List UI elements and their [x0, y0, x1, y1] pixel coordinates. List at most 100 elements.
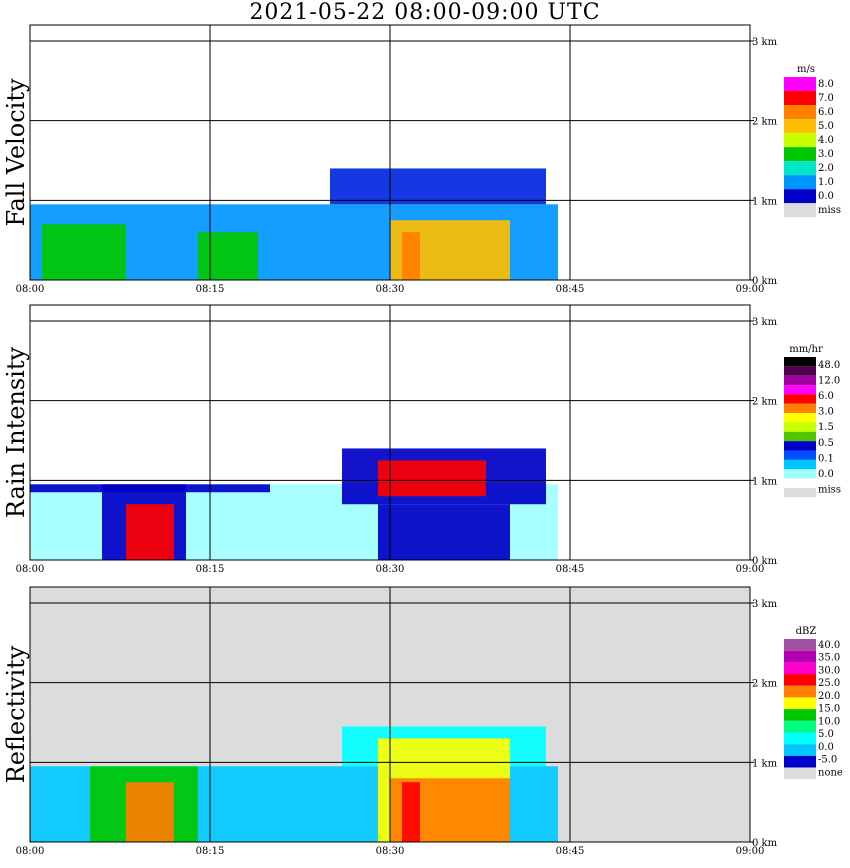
legend-swatch	[784, 469, 816, 479]
echo-lower-core-2	[378, 504, 510, 560]
legend-swatch	[784, 147, 816, 162]
x-tick-label: 08:45	[556, 846, 585, 857]
legend-swatch	[784, 203, 816, 218]
legend-label: miss	[818, 485, 841, 496]
y-tick-label: 1 km	[752, 758, 778, 769]
legend-label: 4.0	[818, 135, 834, 146]
x-tick-label: 08:00	[16, 846, 45, 857]
echo-green-core-2	[198, 232, 258, 280]
y-tick-label: 3 km	[752, 599, 778, 610]
legend-label: 10.0	[818, 716, 840, 727]
x-tick-label: 08:45	[556, 564, 585, 575]
echo-upper-echo	[330, 168, 546, 205]
x-tick-label: 09:00	[736, 846, 765, 857]
legend-label: 7.0	[818, 93, 834, 104]
legend-label: 1.5	[818, 422, 834, 433]
x-tick-label: 08:30	[376, 284, 405, 295]
legend-swatch	[784, 732, 816, 745]
x-tick-label: 08:00	[16, 284, 45, 295]
legend-swatch	[784, 441, 816, 451]
echo-upper-core-hot	[378, 460, 486, 497]
panel-label-1: Fall Velocity	[2, 78, 30, 227]
x-tick-label: 08:30	[376, 564, 405, 575]
legend-swatch	[784, 77, 816, 92]
legend-swatch	[784, 720, 816, 733]
legend-label: 15.0	[818, 704, 840, 715]
legend-label: 5.0	[818, 121, 834, 132]
legend-swatch	[784, 133, 816, 148]
y-tick-label: 3 km	[752, 317, 778, 328]
y-tick-label: 2 km	[752, 117, 778, 128]
panel-frame-1	[29, 24, 751, 281]
legend-swatch	[784, 450, 816, 460]
panel-frame-3	[29, 586, 751, 843]
echo-orange-core	[402, 232, 420, 280]
legend-swatch	[784, 639, 816, 651]
legend-swatch	[784, 674, 816, 686]
legend-label: 0.1	[818, 453, 834, 464]
legend-label: none	[818, 767, 843, 778]
legend-label: 2.0	[818, 163, 834, 174]
legend-label: miss	[818, 205, 841, 216]
legend-label: 40.0	[818, 640, 840, 651]
legend-label: 20.0	[818, 691, 840, 702]
legend-label: 0.0	[818, 191, 834, 202]
legend-label: 3.0	[818, 149, 834, 160]
legend-swatch	[784, 755, 816, 768]
legend-swatch	[784, 662, 816, 675]
legend-swatch	[784, 161, 816, 176]
y-tick-label: 0 km	[752, 556, 778, 567]
legend-label: 0.5	[818, 438, 834, 449]
legend-label: 6.0	[818, 391, 834, 402]
legend-label: 5.0	[818, 729, 834, 740]
panel-frame-2	[29, 304, 751, 561]
echo-red-core-2	[402, 782, 420, 842]
y-tick-label: 0 km	[752, 276, 778, 287]
legend-unit: mm/hr	[789, 344, 823, 355]
legend-label: 8.0	[818, 79, 834, 90]
legend-label: 25.0	[818, 678, 840, 689]
legend-label: 0.0	[818, 742, 834, 753]
y-tick-label: 2 km	[752, 679, 778, 690]
legend-swatch	[784, 91, 816, 106]
y-tick-label: 1 km	[752, 196, 778, 207]
legend-swatch	[784, 413, 816, 423]
x-tick-label: 08:30	[376, 846, 405, 857]
legend-swatch	[784, 685, 816, 698]
legend-label: 35.0	[818, 653, 840, 664]
legend-swatch	[784, 105, 816, 120]
x-tick-label: 08:00	[16, 564, 45, 575]
legend-swatch	[784, 175, 816, 190]
page-title: 2021-05-22 08:00-09:00 UTC	[249, 0, 601, 25]
legend-swatch	[784, 375, 816, 386]
panel-label-2: Rain Intensity	[2, 347, 30, 519]
legend-label: 0.0	[818, 469, 834, 480]
legend-label: 6.0	[818, 107, 834, 118]
y-tick-label: 0 km	[752, 838, 778, 849]
y-tick-label: 2 km	[752, 397, 778, 408]
legend-swatch	[784, 459, 816, 470]
legend-swatch	[784, 744, 816, 756]
legend-unit: dBZ	[796, 626, 817, 637]
x-tick-label: 09:00	[736, 564, 765, 575]
legend-swatch	[784, 487, 816, 498]
echo-rain-core-1-hot	[126, 504, 174, 560]
x-tick-label: 08:15	[196, 284, 225, 295]
legend-swatch	[784, 403, 816, 414]
legend-swatch	[784, 119, 816, 134]
legend-swatch	[784, 366, 816, 376]
legend-unit: m/s	[797, 64, 815, 75]
legend-swatch	[784, 431, 816, 442]
legend-swatch	[784, 709, 816, 721]
legend-swatch	[784, 394, 816, 404]
echo-orange-core-1	[126, 782, 174, 842]
legend-swatch	[784, 385, 816, 395]
legend-swatch	[784, 422, 816, 432]
panel-label-3: Reflectivity	[2, 645, 30, 783]
legend-label: 3.0	[818, 407, 834, 418]
x-tick-label: 08:45	[556, 284, 585, 295]
legend-label: 48.0	[818, 360, 840, 371]
legend-swatch	[784, 478, 816, 488]
x-tick-label: 08:15	[196, 564, 225, 575]
